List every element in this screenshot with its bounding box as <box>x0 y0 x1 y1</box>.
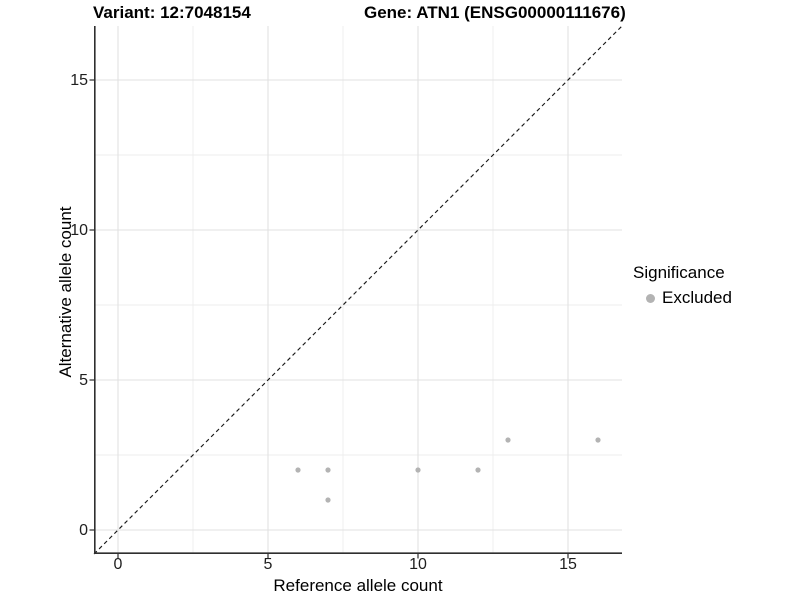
y-tick-label: 15 <box>70 72 88 89</box>
data-point <box>505 437 511 443</box>
y-tick-label: 10 <box>70 222 88 239</box>
x-tick-label: 10 <box>409 556 427 573</box>
y-tick-label: 0 <box>79 522 88 539</box>
data-point <box>475 467 481 473</box>
variant-title: Variant: 12:7048154 <box>93 3 251 22</box>
data-point <box>325 497 331 503</box>
x-tick-label: 15 <box>559 556 577 573</box>
data-point <box>595 437 601 443</box>
legend-item-label: Excluded <box>662 288 732 307</box>
data-point <box>415 467 421 473</box>
legend: Significance Excluded <box>633 263 732 308</box>
data-point <box>325 467 331 473</box>
x-tick-label: 0 <box>113 556 123 573</box>
gene-title: Gene: ATN1 (ENSG00000111676) <box>364 3 626 22</box>
y-axis-title: Alternative allele count <box>56 206 75 378</box>
x-axis-title: Reference allele count <box>273 576 443 595</box>
legend-item-excluded: Excluded <box>646 288 732 308</box>
legend-title: Significance <box>633 263 725 282</box>
excluded-point-icon <box>646 293 655 303</box>
identity-dashed-line <box>93 25 623 555</box>
x-tick-label: 5 <box>263 556 273 573</box>
y-tick-label: 5 <box>79 372 88 389</box>
data-point <box>295 467 301 473</box>
plot-panel <box>89 25 623 559</box>
